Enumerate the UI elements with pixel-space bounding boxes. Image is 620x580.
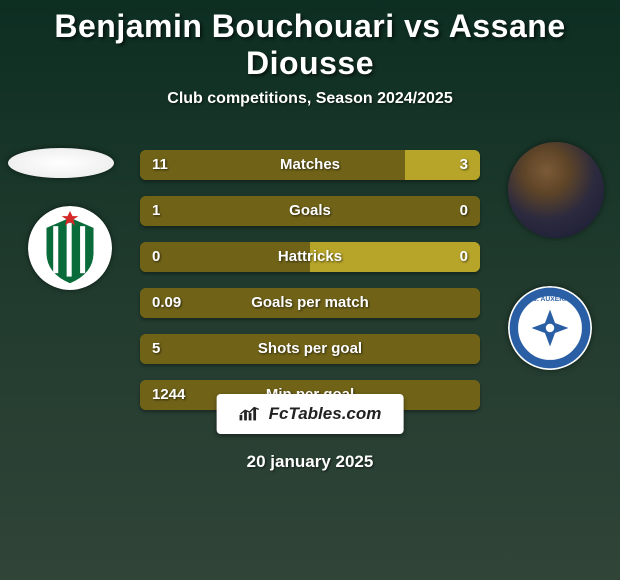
- stat-label: Goals: [140, 196, 480, 226]
- badge-text: FcTables.com: [269, 404, 382, 424]
- stat-row: 113Matches: [140, 150, 480, 180]
- subtitle: Club competitions, Season 2024/2025: [0, 90, 620, 108]
- player-right-photo: [508, 142, 604, 238]
- stat-label: Shots per goal: [140, 334, 480, 364]
- stat-bars: 113Matches 10Goals 00Hattricks 0.09Goals pe…: [140, 150, 480, 426]
- stat-label: Matches: [140, 150, 480, 180]
- stat-row: 5Shots per goal: [140, 334, 480, 364]
- stat-row: 00Hattricks: [140, 242, 480, 272]
- club-right-crest: A.J. AUXERRE: [508, 286, 592, 370]
- stat-label: Hattricks: [140, 242, 480, 272]
- stat-row: 10Goals: [140, 196, 480, 226]
- date-text: 20 january 2025: [0, 452, 620, 472]
- page-title: Benjamin Bouchouari vs Assane Diousse: [0, 0, 620, 82]
- club-left-crest: [28, 206, 112, 290]
- stat-row: 0.09Goals per match: [140, 288, 480, 318]
- content-area: A.J. AUXERRE 113Matches 10Goals 00Hattrick…: [0, 138, 620, 428]
- comparison-infographic: Benjamin Bouchouari vs Assane Diousse Cl…: [0, 0, 620, 580]
- player-left-photo: [8, 148, 114, 178]
- bars-icon: [239, 406, 261, 422]
- source-badge: FcTables.com: [217, 394, 404, 434]
- svg-text:A.J. AUXERRE: A.J. AUXERRE: [527, 296, 574, 303]
- stat-label: Goals per match: [140, 288, 480, 318]
